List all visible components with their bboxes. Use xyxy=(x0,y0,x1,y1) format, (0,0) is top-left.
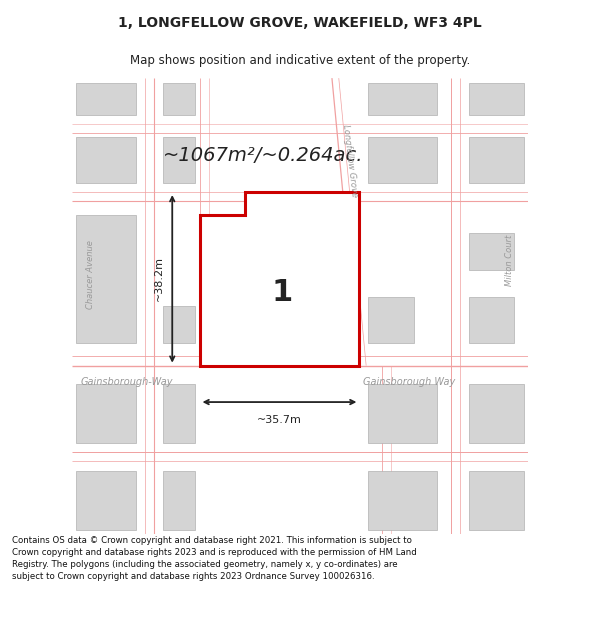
Bar xyxy=(76,215,136,342)
Bar xyxy=(163,138,195,183)
Bar xyxy=(469,233,514,270)
Bar xyxy=(469,82,524,114)
Bar xyxy=(469,297,514,343)
Text: Contains OS data © Crown copyright and database right 2021. This information is : Contains OS data © Crown copyright and d… xyxy=(12,536,417,581)
Bar xyxy=(163,471,195,530)
Text: 1, LONGFELLOW GROVE, WAKEFIELD, WF3 4PL: 1, LONGFELLOW GROVE, WAKEFIELD, WF3 4PL xyxy=(118,16,482,31)
Bar xyxy=(368,471,437,530)
Text: Chaucer Avenue: Chaucer Avenue xyxy=(86,240,95,309)
Bar xyxy=(368,384,437,443)
Bar xyxy=(76,384,136,443)
Text: ~35.7m: ~35.7m xyxy=(257,415,302,425)
Bar xyxy=(163,384,195,443)
Bar xyxy=(469,138,524,183)
Polygon shape xyxy=(200,192,359,366)
Bar xyxy=(76,138,136,183)
Text: ~38.2m: ~38.2m xyxy=(154,256,164,301)
Text: 1: 1 xyxy=(271,278,292,307)
Bar xyxy=(218,242,318,334)
Text: Longfellow Grove: Longfellow Grove xyxy=(341,123,359,197)
Bar xyxy=(469,384,524,443)
Bar xyxy=(469,471,524,530)
Bar xyxy=(76,82,136,114)
Text: Gainsborough-Way: Gainsborough-Way xyxy=(80,376,173,386)
Bar xyxy=(368,297,414,343)
Text: ~1067m²/~0.264ac.: ~1067m²/~0.264ac. xyxy=(163,146,364,165)
Text: Gainsborough Way: Gainsborough Way xyxy=(364,376,455,386)
Bar xyxy=(368,138,437,183)
Bar xyxy=(163,82,195,114)
Bar xyxy=(163,306,195,343)
Bar xyxy=(368,82,437,114)
Text: Milton Court: Milton Court xyxy=(505,235,514,286)
Bar xyxy=(76,471,136,530)
Text: Map shows position and indicative extent of the property.: Map shows position and indicative extent… xyxy=(130,54,470,68)
